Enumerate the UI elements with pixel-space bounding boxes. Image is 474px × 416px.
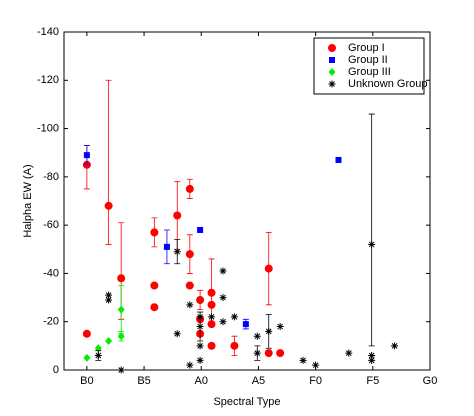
point <box>104 201 113 210</box>
point <box>368 240 376 248</box>
point <box>83 353 91 362</box>
point <box>186 301 194 309</box>
x-tick-label: G0 <box>423 375 438 387</box>
point <box>345 349 353 357</box>
point <box>312 361 320 369</box>
point <box>105 291 113 299</box>
x-tick-label: F0 <box>309 375 322 387</box>
point <box>230 313 238 321</box>
legend-label: Group II <box>348 54 388 66</box>
point <box>208 313 216 321</box>
point <box>197 226 204 233</box>
point <box>150 303 159 312</box>
point <box>242 321 249 328</box>
legend-marker <box>328 80 336 88</box>
y-tick-label: -80 <box>43 171 59 183</box>
point <box>94 344 102 353</box>
point <box>150 228 159 237</box>
point <box>230 341 239 350</box>
point <box>185 250 194 259</box>
legend-marker <box>328 68 336 76</box>
point <box>173 330 181 338</box>
point <box>150 281 159 290</box>
point <box>117 274 126 283</box>
point <box>117 366 125 374</box>
x-tick-label: A5 <box>252 375 265 387</box>
legend-label: Group I <box>348 42 385 54</box>
point <box>117 332 125 341</box>
y-tick-label: 0 <box>53 364 59 376</box>
y-tick-label: -140 <box>37 26 59 38</box>
x-axis-label: Spectral Type <box>213 396 280 408</box>
legend-label: Group III <box>348 66 391 78</box>
point <box>196 295 205 304</box>
point <box>368 352 376 360</box>
point <box>105 337 113 346</box>
point <box>207 300 216 309</box>
x-tick-label: F5 <box>366 375 379 387</box>
point <box>299 356 307 364</box>
point <box>163 243 170 250</box>
point <box>391 342 399 350</box>
point <box>253 349 261 357</box>
point <box>276 323 284 331</box>
point <box>264 264 273 273</box>
point <box>276 349 285 358</box>
legend-marker <box>329 57 335 63</box>
legend-marker <box>328 44 336 52</box>
point <box>219 294 227 302</box>
point <box>185 184 194 193</box>
plot-frame <box>63 31 431 371</box>
y-tick-label: -40 <box>43 267 59 279</box>
y-axis-label: Halpha EW (A) <box>22 164 34 237</box>
point <box>335 156 342 163</box>
point <box>368 356 376 364</box>
point <box>196 323 204 331</box>
x-tick-label: B0 <box>80 375 93 387</box>
error-bar <box>105 79 112 245</box>
point <box>196 342 204 350</box>
error-bar <box>368 113 375 347</box>
point <box>264 349 273 358</box>
point <box>83 152 90 159</box>
point <box>117 305 125 314</box>
point <box>196 356 204 364</box>
x-tick-label: B5 <box>137 375 150 387</box>
point <box>207 288 216 297</box>
y-tick-label: -20 <box>43 316 59 328</box>
point <box>219 318 227 326</box>
point <box>186 361 194 369</box>
y-tick-label: -100 <box>37 122 59 134</box>
point <box>185 281 194 290</box>
point <box>173 248 181 256</box>
point <box>265 327 273 335</box>
point <box>253 332 261 340</box>
y-tick-label: -60 <box>43 219 59 231</box>
legend-label: Unknown Group <box>348 78 428 90</box>
point <box>173 211 182 220</box>
point <box>94 352 102 360</box>
x-tick-label: A0 <box>195 375 208 387</box>
y-tick-label: -120 <box>37 74 59 86</box>
point <box>105 296 113 304</box>
point <box>82 329 91 338</box>
point <box>219 267 227 275</box>
point <box>207 341 216 350</box>
point <box>207 320 216 329</box>
